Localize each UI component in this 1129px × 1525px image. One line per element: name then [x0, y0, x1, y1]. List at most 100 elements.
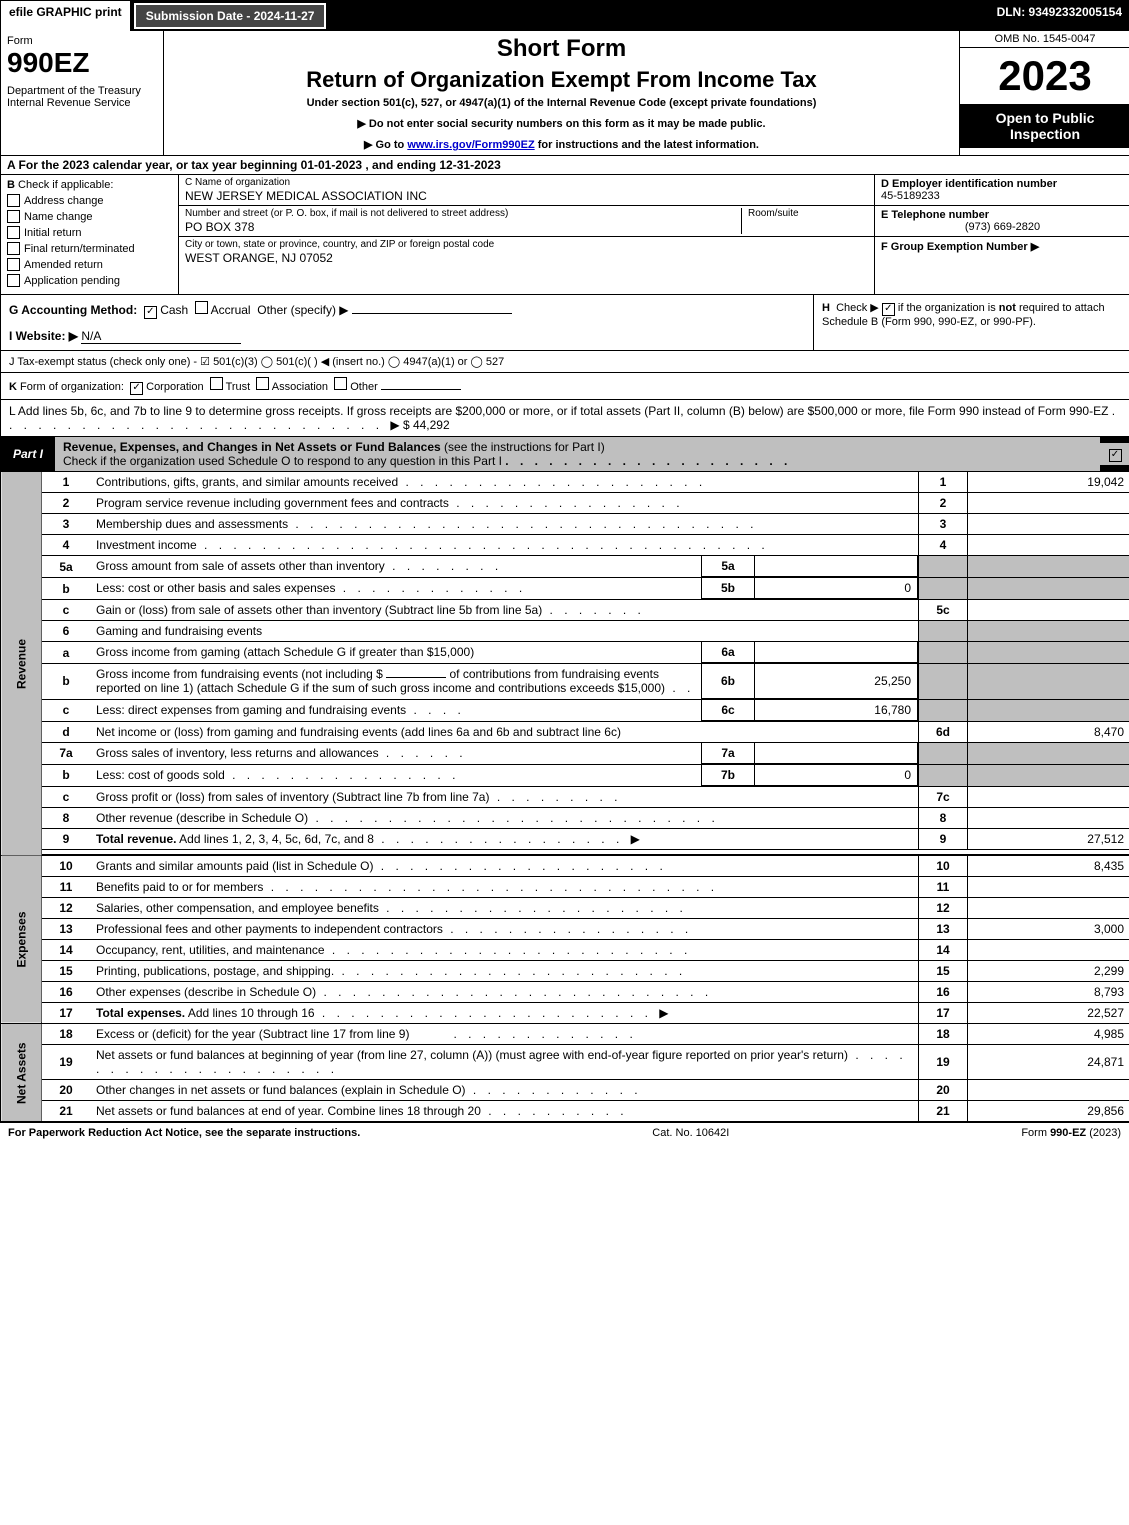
other-input[interactable]	[352, 313, 512, 314]
l7b-desc: Less: cost of goods sold	[96, 768, 225, 782]
l6b-blank	[386, 677, 446, 678]
checkbox-accrual-icon[interactable]	[195, 301, 208, 314]
l21-desc: Net assets or fund balances at end of ye…	[96, 1104, 481, 1118]
checkbox-icon[interactable]	[7, 274, 20, 287]
part1-sub: (see the instructions for Part I)	[444, 440, 605, 454]
checkbox-corp-icon[interactable]	[130, 382, 143, 395]
name-label: C Name of organization	[185, 177, 868, 188]
l5a-desc: Gross amount from sale of assets other t…	[96, 559, 385, 573]
section-f: F Group Exemption Number ▶	[875, 237, 1129, 256]
l6a-desc: Gross income from gaming (attach Schedul…	[96, 645, 474, 659]
dln-label: DLN: 93492332005154	[989, 1, 1129, 31]
l16-desc: Other expenses (describe in Schedule O)	[96, 985, 316, 999]
l20-desc: Other changes in net assets or fund bala…	[96, 1083, 466, 1097]
checkbox-schedule-o-icon[interactable]	[1109, 449, 1122, 462]
l5c-desc: Gain or (loss) from sale of assets other…	[96, 603, 542, 617]
l18-desc: Excess or (deficit) for the year (Subtra…	[96, 1027, 409, 1041]
efile-label[interactable]: efile GRAPHIC print	[1, 1, 132, 31]
line-1: Revenue 1 Contributions, gifts, grants, …	[1, 472, 1129, 493]
checkbox-trust-icon[interactable]	[210, 377, 223, 390]
section-bcdef: B B Check if applicable:Check if applica…	[1, 175, 1129, 295]
l1-desc: Contributions, gifts, grants, and simila…	[96, 475, 398, 489]
section-d: D Employer identification number 45-5189…	[875, 175, 1129, 206]
line-12: 12 Salaries, other compensation, and emp…	[1, 898, 1129, 919]
note-link: ▶ Go to www.irs.gov/Form990EZ for instru…	[174, 138, 949, 151]
revenue-side-label: Revenue	[1, 472, 42, 855]
checkbox-other-icon[interactable]	[334, 377, 347, 390]
line-17: 17 Total expenses. Add lines 10 through …	[1, 1003, 1129, 1024]
submission-date: Submission Date - 2024-11-27	[134, 3, 327, 29]
line-20: 20 Other changes in net assets or fund b…	[1, 1080, 1129, 1101]
footer-left: For Paperwork Reduction Act Notice, see …	[8, 1127, 360, 1139]
line-2: 2 Program service revenue including gove…	[1, 493, 1129, 514]
section-a-text: A For the 2023 calendar year, or tax yea…	[7, 158, 501, 172]
checkbox-icon[interactable]	[7, 210, 20, 223]
part1-label: Part I	[1, 444, 55, 464]
section-gi: G Accounting Method: Cash Accrual Other …	[1, 295, 813, 350]
part1-check-text: Check if the organization used Schedule …	[63, 454, 502, 468]
line-18: Net Assets 18 Excess or (deficit) for th…	[1, 1024, 1129, 1045]
checkbox-icon[interactable]	[7, 242, 20, 255]
section-b: B B Check if applicable:Check if applica…	[1, 175, 179, 294]
section-k: K Form of organization: Corporation Trus…	[1, 373, 1129, 400]
accrual-label: Accrual	[211, 303, 251, 317]
l12-desc: Salaries, other compensation, and employ…	[96, 901, 379, 915]
l3-desc: Membership dues and assessments	[96, 517, 288, 531]
omb-number: OMB No. 1545-0047	[960, 31, 1129, 48]
room-suite: Room/suite	[741, 208, 868, 234]
note-ssn: ▶ Do not enter social security numbers o…	[174, 117, 949, 130]
checkbox-cash-icon[interactable]	[144, 306, 157, 319]
line-11: 11 Benefits paid to or for members . . .…	[1, 877, 1129, 898]
section-i: I Website: ▶ N/A	[9, 329, 805, 344]
line-4: 4 Investment income . . . . . . . . . . …	[1, 535, 1129, 556]
footer: For Paperwork Reduction Act Notice, see …	[0, 1123, 1129, 1143]
l19-desc: Net assets or fund balances at beginning…	[96, 1048, 848, 1062]
part1-title: Revenue, Expenses, and Changes in Net As…	[55, 437, 1100, 471]
l6b-desc1: Gross income from fundraising events (no…	[96, 667, 383, 681]
street-row: Number and street (or P. O. box, if mail…	[179, 206, 874, 237]
irs-link[interactable]: www.irs.gov/Form990EZ	[407, 139, 534, 151]
street-label: Number and street (or P. O. box, if mail…	[185, 208, 741, 219]
checkbox-h-icon[interactable]	[882, 303, 895, 316]
lines-table: Revenue 1 Contributions, gifts, grants, …	[1, 472, 1129, 1122]
dept-label: Department of the Treasury Internal Reve…	[7, 85, 157, 109]
inspection-label: Open to Public Inspection	[960, 104, 1129, 148]
l14-desc: Occupancy, rent, utilities, and maintena…	[96, 943, 325, 957]
section-e: E Telephone number (973) 669-2820	[875, 206, 1129, 237]
part1-checkbox-cell	[1100, 443, 1129, 465]
chk-final-return[interactable]: Final return/terminated	[7, 242, 172, 255]
header-center: Short Form Return of Organization Exempt…	[164, 31, 959, 155]
line-21: 21 Net assets or fund balances at end of…	[1, 1101, 1129, 1122]
checkbox-icon[interactable]	[7, 226, 20, 239]
chk-address-change[interactable]: Address change	[7, 194, 172, 207]
other-org-input[interactable]	[381, 389, 461, 390]
section-b-label: B B Check if applicable:Check if applica…	[7, 179, 172, 191]
chk-application-pending[interactable]: Application pending	[7, 274, 172, 287]
checkbox-assoc-icon[interactable]	[256, 377, 269, 390]
line-5a: 5a Gross amount from sale of assets othe…	[1, 556, 1129, 578]
line-14: 14 Occupancy, rent, utilities, and maint…	[1, 940, 1129, 961]
d-label: D Employer identification number	[881, 178, 1057, 190]
chk-initial-return[interactable]: Initial return	[7, 226, 172, 239]
line-8: 8 Other revenue (describe in Schedule O)…	[1, 807, 1129, 828]
chk-name-change[interactable]: Name change	[7, 210, 172, 223]
org-name-row: C Name of organization NEW JERSEY MEDICA…	[179, 175, 874, 206]
checkbox-icon[interactable]	[7, 258, 20, 271]
line-6c: c Less: direct expenses from gaming and …	[1, 699, 1129, 721]
l7a-desc: Gross sales of inventory, less returns a…	[96, 746, 379, 760]
l4-desc: Investment income	[96, 538, 197, 552]
h-text: H Check ▶ if the organization is not req…	[822, 302, 1105, 328]
chk-amended-return[interactable]: Amended return	[7, 258, 172, 271]
line-7b: b Less: cost of goods sold . . . . . . .…	[1, 764, 1129, 786]
checkbox-icon[interactable]	[7, 194, 20, 207]
l2-desc: Program service revenue including govern…	[96, 496, 449, 510]
expenses-side-label: Expenses	[1, 855, 42, 1024]
subtitle: Under section 501(c), 527, or 4947(a)(1)…	[174, 97, 949, 109]
section-ghi: G Accounting Method: Cash Accrual Other …	[1, 295, 1129, 351]
cash-label: Cash	[160, 303, 188, 317]
line-7a: 7a Gross sales of inventory, less return…	[1, 742, 1129, 764]
line-7c: c Gross profit or (loss) from sales of i…	[1, 786, 1129, 807]
dots: . . . . . . . . . . . . . . . . . . . .	[505, 454, 791, 468]
line-9: 9 Total revenue. Add lines 1, 2, 3, 4, 5…	[1, 828, 1129, 849]
top-bar: efile GRAPHIC print Submission Date - 20…	[1, 1, 1129, 31]
